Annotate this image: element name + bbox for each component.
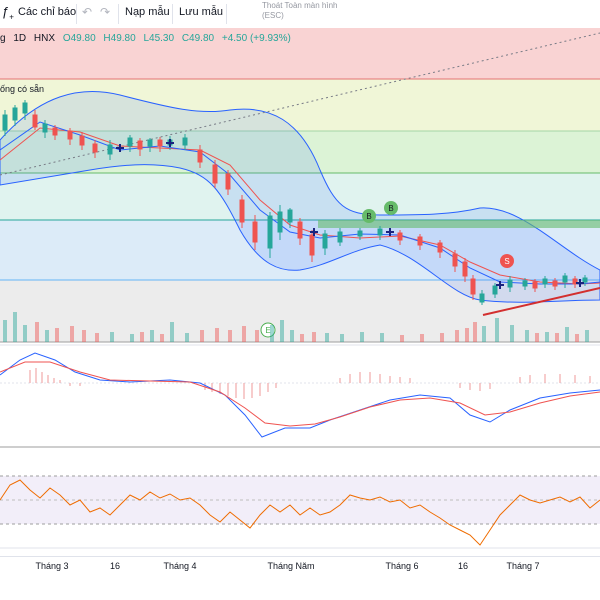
top-toolbar: ƒ+ Các chỉ báo ↶ ↷ Nạp mẫu Lưu mẫu Thoát… bbox=[0, 0, 600, 29]
interval-label[interactable]: 1D bbox=[13, 33, 27, 44]
toolbar-divider bbox=[118, 4, 119, 24]
rsi-line bbox=[0, 479, 600, 546]
fullscreen-hint-key: (ESC) bbox=[262, 11, 284, 20]
macd-pane bbox=[0, 344, 600, 448]
fib-zone-green bbox=[0, 131, 600, 173]
time-axis-label: Tháng 4 bbox=[163, 561, 197, 571]
moving-average-red bbox=[0, 127, 600, 285]
close-value: C49.80 bbox=[181, 33, 215, 44]
buy-signal-marker[interactable] bbox=[362, 209, 376, 223]
indicator-add-icon[interactable]: ƒ+ bbox=[2, 4, 14, 22]
time-axis-label: Tháng Năm bbox=[267, 561, 315, 571]
fullscreen-hint-text: Thoát Toàn màn hình bbox=[262, 1, 338, 10]
low-value: L45.30 bbox=[143, 33, 175, 44]
symbol-name[interactable]: g bbox=[0, 33, 6, 44]
save-template-button[interactable]: Lưu mẫu bbox=[179, 6, 224, 18]
change-value: +4.50 (+9.93%) bbox=[221, 33, 291, 44]
signal-cross-markers bbox=[116, 139, 584, 289]
time-axis-label: 16 bbox=[109, 561, 121, 571]
macd-line bbox=[0, 352, 600, 438]
candlesticks bbox=[2, 100, 588, 305]
available-tag: ống có sẵn bbox=[0, 84, 45, 94]
volume-bars bbox=[3, 312, 589, 342]
sell-signal-label: S bbox=[504, 257, 509, 266]
time-axis-label: Tháng 6 bbox=[385, 561, 419, 571]
toolbar-divider bbox=[76, 4, 77, 24]
trendline[interactable] bbox=[482, 287, 600, 316]
undo-icon[interactable]: ↶ bbox=[82, 5, 93, 19]
fib-zone-red bbox=[0, 28, 600, 79]
toolbar-divider bbox=[226, 4, 227, 24]
sell-signal-marker[interactable] bbox=[500, 254, 514, 268]
fib-zone-lime bbox=[0, 79, 600, 131]
toolbar-divider bbox=[172, 4, 173, 24]
buy-signal-label: B bbox=[388, 204, 393, 213]
high-value: H49.80 bbox=[103, 33, 136, 44]
open-value: O49.80 bbox=[62, 33, 96, 44]
earnings-marker[interactable] bbox=[260, 322, 276, 338]
macd-signal-line bbox=[0, 361, 600, 427]
fullscreen-exit-hint[interactable]: Thoát Toàn màn hình (ESC) bbox=[262, 1, 337, 21]
earnings-label: E bbox=[265, 326, 270, 335]
indicators-button[interactable]: Các chỉ báo bbox=[18, 6, 77, 18]
buy-signal-marker[interactable] bbox=[384, 201, 398, 215]
moving-average-blue bbox=[0, 121, 600, 285]
buy-signal-label: B bbox=[366, 212, 371, 221]
time-axis[interactable]: Tháng 3 16 Tháng 4 Tháng Năm Tháng 6 16 … bbox=[0, 556, 600, 577]
buy-zone bbox=[318, 220, 600, 228]
time-axis-label: 16 bbox=[457, 561, 469, 571]
time-axis-label: Tháng 3 bbox=[35, 561, 69, 571]
macd-histogram bbox=[29, 368, 591, 399]
exchange-label: HNX bbox=[33, 33, 56, 44]
fib-zone-teal bbox=[0, 173, 600, 220]
redo-icon[interactable]: ↷ bbox=[100, 5, 111, 19]
load-template-button[interactable]: Nạp mẫu bbox=[125, 6, 170, 18]
ohlc-legend: g 1D HNX O49.80 H49.80 L45.30 C49.80 +4.… bbox=[0, 33, 296, 44]
rsi-pane bbox=[0, 475, 600, 549]
time-axis-label: Tháng 7 bbox=[506, 561, 540, 571]
